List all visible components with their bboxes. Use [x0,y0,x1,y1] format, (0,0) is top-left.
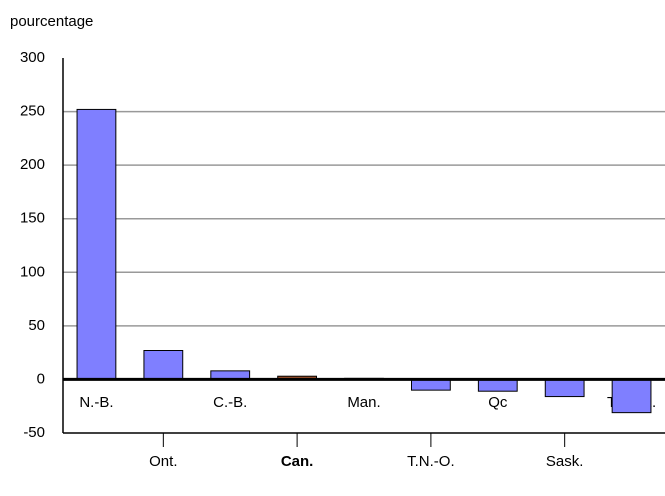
y-tick-label: -50 [23,424,45,441]
y-tick-label: 300 [20,49,45,66]
y-tick-label: 50 [28,317,45,334]
bar [544,378,585,398]
x-tick-label: Man. [347,394,380,411]
y-tick-label: 0 [37,370,45,387]
y-tick-label: 200 [20,156,45,173]
y-axis-label: pourcentage [10,13,93,30]
bar [477,378,518,392]
x-tick-label: T.N.-O. [407,453,455,470]
bar [410,378,451,391]
bar [143,350,184,380]
x-tick-label: N.-B. [79,394,113,411]
y-tick-label: 250 [20,103,45,120]
y-tick-label: 100 [20,263,45,280]
bar [611,378,652,414]
x-tick-label: Can. [281,453,314,470]
bar [76,108,117,380]
x-tick-label: Sask. [546,453,584,470]
y-tick-label: 150 [20,210,45,227]
x-tick-label: Qc [488,394,508,411]
x-tick-label: C.-B. [213,394,247,411]
x-tick-label: Ont. [149,453,177,470]
